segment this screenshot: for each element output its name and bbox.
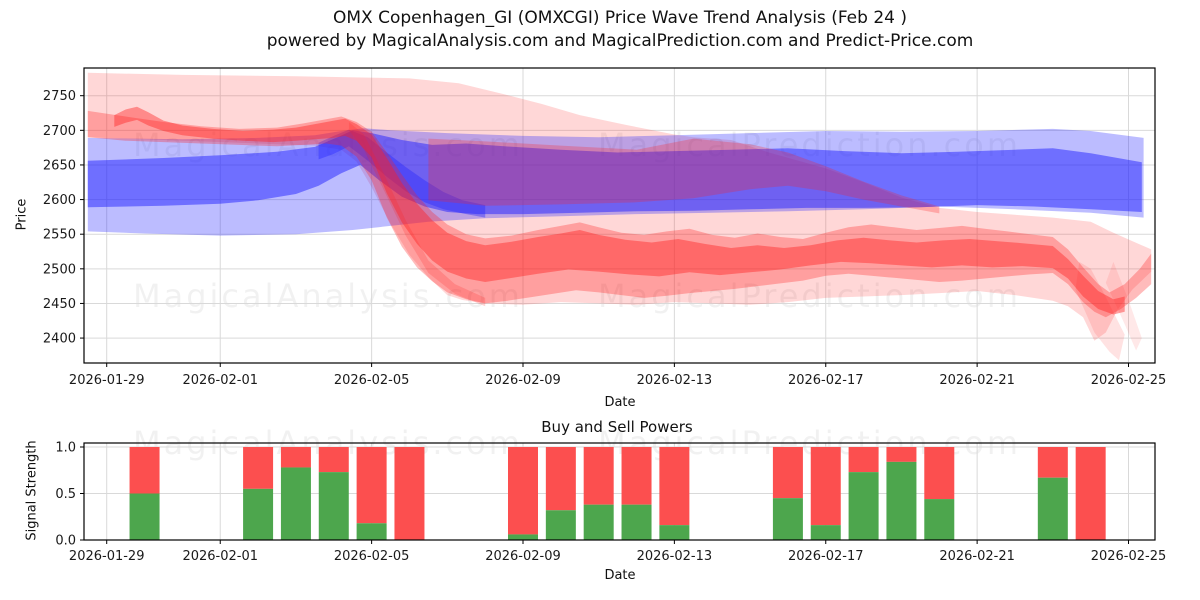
sell-bar-2026-02-16 <box>772 447 803 499</box>
buy-bar-2026-02-16 <box>772 498 803 540</box>
signal-plot-border <box>83 442 1156 541</box>
sell-bar-2026-02-23 <box>1037 447 1068 478</box>
buy-bar-2026-02-18 <box>848 472 879 540</box>
buy-bar-2026-02-23 <box>1037 477 1068 540</box>
sell-bar-2026-02-11 <box>583 447 614 505</box>
figure-title-line2: powered by MagicalAnalysis.com and Magic… <box>266 31 974 51</box>
sell-bar-2026-02-20 <box>924 447 955 500</box>
sell-bar-2026-02-09 <box>507 447 538 535</box>
sell-bar-2026-02-02 <box>243 447 274 489</box>
price-xtick-label: 2026-01-29 <box>69 373 145 388</box>
signal-xtick-label: 2026-02-13 <box>637 549 713 564</box>
price-ytick-label: 2400 <box>43 332 76 347</box>
sell-bar-2026-02-04 <box>318 447 349 473</box>
figure-title-line1: OMX Copenhagen_GI (OMXCGI) Price Wave Tr… <box>333 8 907 28</box>
wave-band-red-core <box>114 106 1125 315</box>
signal-chart: 0.0 0.5 1.0 2026-01-29 2026-02-01 2026-02-05 2… <box>55 441 1166 565</box>
buy-bar-2026-02-02 <box>243 488 274 540</box>
signal-xtick-label: 2026-02-09 <box>485 549 561 564</box>
sell-bar-2026-02-24 <box>1075 447 1106 540</box>
wave-band-red-bundle <box>87 110 1152 318</box>
price-xtick-label: 2026-02-25 <box>1091 373 1167 388</box>
buy-bar-2026-02-10 <box>545 510 576 540</box>
sell-bar-2026-02-19 <box>886 447 917 462</box>
price-ytick-label: 2750 <box>43 89 76 104</box>
buy-bar-2026-02-12 <box>621 504 652 540</box>
signal-xtick-label: 2026-01-29 <box>69 549 145 564</box>
buy-bar-2026-02-11 <box>583 504 614 540</box>
buy-bar-2026-02-13 <box>659 525 690 540</box>
price-xtick-label: 2026-02-21 <box>939 373 1015 388</box>
buy-bar-2026-02-17 <box>810 525 841 540</box>
sell-bar-2026-02-18 <box>848 447 879 473</box>
price-wave-bands <box>87 72 1152 361</box>
signal-ytick-label: 0.0 <box>55 534 76 549</box>
sell-bar-2026-02-17 <box>810 447 841 526</box>
signal-axis-label: Signal Strength <box>24 440 40 541</box>
sell-bar-2026-02-05 <box>356 447 387 524</box>
sell-bar-2026-01-30 <box>129 447 160 494</box>
signal-xtick-label: 2026-02-25 <box>1091 549 1167 564</box>
buy-bar-2026-02-03 <box>280 467 311 540</box>
price-plot-border <box>83 67 1156 364</box>
price-ytick-label: 2550 <box>43 228 76 243</box>
sell-bar-2026-02-13 <box>659 447 690 526</box>
signal-xtick-label: 2026-02-05 <box>334 549 410 564</box>
price-ytick-label: 2600 <box>43 193 76 208</box>
price-ytick-label: 2650 <box>43 158 76 173</box>
buy-bar-2026-02-19 <box>886 461 917 540</box>
price-chart: 2400 2450 2500 2550 2600 2650 2700 2750 2026-01-… <box>43 67 1167 388</box>
buy-bar-2026-02-05 <box>356 523 387 540</box>
signal-xtick-label: 2026-02-01 <box>182 549 258 564</box>
signal-ytick-label: 1.0 <box>55 441 76 456</box>
buy-bar-2026-01-30 <box>129 493 160 540</box>
price-xtick-label: 2026-02-09 <box>485 373 561 388</box>
price-ytick-label: 2500 <box>43 262 76 277</box>
signal-xtick-label: 2026-02-17 <box>788 549 864 564</box>
signal-xtick-label: 2026-02-21 <box>939 549 1015 564</box>
sell-bar-2026-02-10 <box>545 447 576 511</box>
sell-bar-2026-02-03 <box>280 447 311 468</box>
buy-bar-2026-02-04 <box>318 472 349 540</box>
wave-band-red-end-spike-2 <box>1105 261 1142 351</box>
price-axis-label: Price <box>14 198 30 231</box>
buy-bar-2026-02-20 <box>924 499 955 540</box>
signal-chart-title: Buy and Sell Powers <box>541 418 693 436</box>
signal-ytick-label: 0.5 <box>55 487 76 502</box>
sell-bar-2026-02-06 <box>394 447 425 540</box>
buy-bar-2026-02-09 <box>507 534 538 540</box>
price-xtick-label: 2026-02-17 <box>788 373 864 388</box>
price-ytick-label: 2450 <box>43 297 76 312</box>
signal-xaxis-label: Date <box>604 568 636 583</box>
price-xaxis-label: Date <box>604 395 636 410</box>
wave-band-red-overlay <box>428 138 940 214</box>
watermark-magicalprediction-2: MagicalPrediction.com <box>598 277 1021 315</box>
price-ytick-label: 2700 <box>43 124 76 139</box>
price-xtick-label: 2026-02-01 <box>182 373 258 388</box>
sell-bar-2026-02-12 <box>621 447 652 505</box>
wave-band-red-end-spike <box>1075 261 1125 361</box>
watermark-magicalanalysis-2: MagicalAnalysis.com <box>133 277 523 315</box>
wave-band-blue-core <box>87 130 1142 215</box>
wave-band-red-fan-streak <box>348 122 486 307</box>
price-xtick-label: 2026-02-13 <box>637 373 713 388</box>
price-xtick-label: 2026-02-05 <box>334 373 410 388</box>
